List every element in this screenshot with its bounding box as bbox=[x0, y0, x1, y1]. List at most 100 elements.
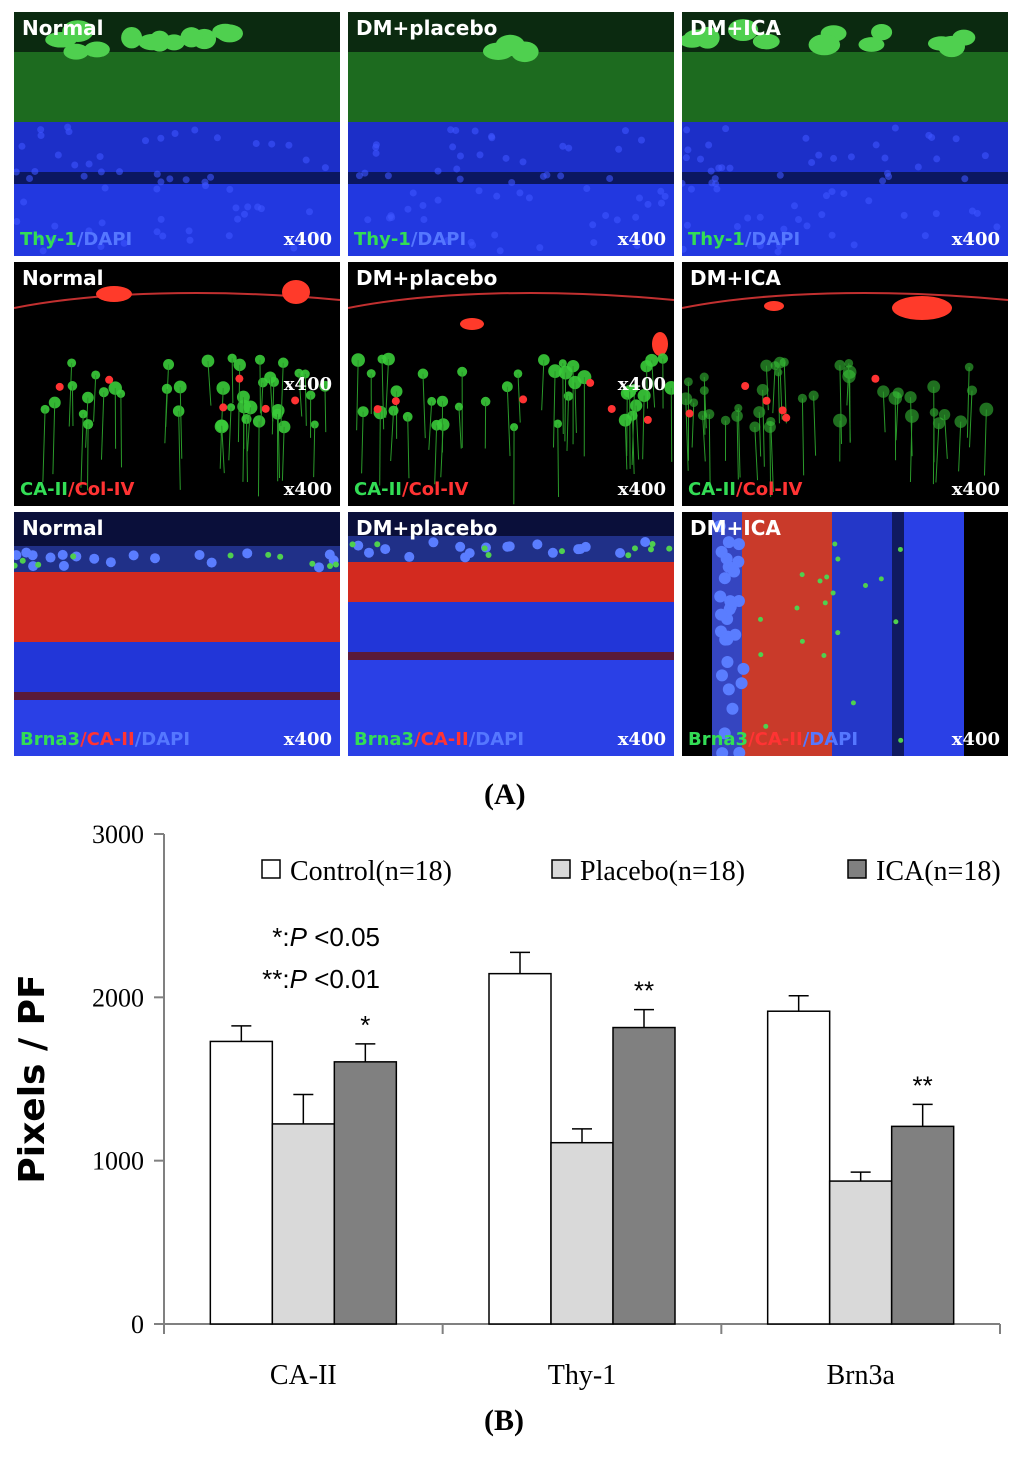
legend-entry: Control(n=18) bbox=[290, 856, 452, 887]
magnification-label: x400 bbox=[283, 479, 332, 500]
stain-label: Thy-1/DAPI bbox=[354, 229, 466, 250]
significance-marker: ** bbox=[913, 1070, 933, 1100]
stain-label-part: /CA-II bbox=[748, 729, 803, 750]
stain-label-part: CA-II bbox=[20, 479, 69, 500]
micrograph-panel: Normal Brna3/CA-II/DAPI x400 bbox=[14, 512, 340, 756]
bar bbox=[488, 972, 552, 1325]
micrograph-image bbox=[682, 12, 1008, 256]
stain-label-part: /DAPI bbox=[468, 729, 525, 750]
stain-label-part: /Col-IV bbox=[402, 479, 469, 500]
stain-label-part: Thy-1 bbox=[354, 229, 411, 250]
stain-label-part: /DAPI bbox=[134, 729, 191, 750]
significance-note: *:P <0.05 bbox=[272, 922, 380, 952]
stain-label-part: /DAPI bbox=[410, 229, 467, 250]
y-tick-label: 3000 bbox=[92, 820, 144, 849]
y-tick-label: 0 bbox=[131, 1310, 144, 1339]
magnification-label: x400 bbox=[951, 729, 1000, 750]
stain-label-part: Thy-1 bbox=[688, 229, 745, 250]
significance-marker: ** bbox=[634, 976, 654, 1006]
magnification-label: x400 bbox=[283, 729, 332, 750]
stain-label: Brna3/CA-II/DAPI bbox=[20, 729, 190, 750]
y-tick-label: 1000 bbox=[92, 1147, 144, 1176]
stain-label: Brna3/CA-II/DAPI bbox=[688, 729, 858, 750]
magnification-label: x400 bbox=[617, 729, 666, 750]
magnification-label: x400 bbox=[617, 374, 666, 395]
x-tick-label: Brn3a bbox=[826, 1360, 895, 1391]
y-tick-label: 2000 bbox=[92, 983, 144, 1012]
stain-label-part: /Col-IV bbox=[736, 479, 803, 500]
panel-title: DM+ICA bbox=[690, 16, 781, 40]
stain-label-part: Brna3 bbox=[354, 729, 415, 750]
bar bbox=[612, 1026, 676, 1325]
legend-swatch bbox=[261, 859, 281, 879]
bar bbox=[766, 1010, 831, 1325]
bar bbox=[890, 1125, 955, 1325]
micrograph-image bbox=[14, 12, 340, 256]
legend-entry: Placebo(n=18) bbox=[580, 856, 745, 887]
stain-label-part: CA-II bbox=[354, 479, 403, 500]
stain-label-part: CA-II bbox=[688, 479, 737, 500]
x-tick-label: CA-II bbox=[270, 1360, 337, 1391]
magnification-label: x400 bbox=[617, 229, 666, 250]
bar bbox=[550, 1141, 614, 1325]
magnification-label: x400 bbox=[951, 229, 1000, 250]
stain-label-part: Thy-1 bbox=[20, 229, 77, 250]
micrograph-image bbox=[682, 512, 1008, 756]
stain-label: CA-II/Col-IV bbox=[20, 479, 134, 500]
stain-label-part: /CA-II bbox=[414, 729, 469, 750]
micrograph-panel: DM+placebo CA-II/Col-IV x400 x400 bbox=[348, 262, 674, 506]
micrograph-figure-a: Normal Thy-1/DAPI x400 DM+placebo Thy-1/DAPI… bbox=[14, 12, 1008, 756]
micrograph-image bbox=[348, 512, 674, 756]
stain-label: Brna3/CA-II/DAPI bbox=[354, 729, 524, 750]
significance-note: **:P <0.01 bbox=[262, 964, 380, 994]
micrograph-image bbox=[348, 12, 674, 256]
micrograph-panel: DM+ICA CA-II/Col-IV x400 bbox=[682, 262, 1008, 506]
bar bbox=[828, 1180, 893, 1325]
figure-b-label: (B) bbox=[484, 1404, 524, 1437]
micrograph-image bbox=[682, 262, 1008, 506]
figure-a-label: (A) bbox=[484, 778, 526, 811]
stain-label: CA-II/Col-IV bbox=[688, 479, 802, 500]
legend-swatch bbox=[551, 859, 571, 879]
stain-label: Thy-1/DAPI bbox=[688, 229, 800, 250]
micrograph-image bbox=[348, 262, 674, 506]
bar bbox=[333, 1061, 398, 1325]
stain-label-part: Brna3 bbox=[20, 729, 81, 750]
panel-title: DM+placebo bbox=[356, 516, 498, 540]
micrograph-image bbox=[14, 512, 340, 756]
stain-label: Thy-1/DAPI bbox=[20, 229, 132, 250]
magnification-label: x400 bbox=[951, 479, 1000, 500]
bar bbox=[209, 1040, 274, 1325]
magnification-label: x400 bbox=[617, 479, 666, 500]
magnification-label: x400 bbox=[283, 229, 332, 250]
significance-marker: * bbox=[360, 1010, 370, 1040]
micrograph-panel: DM+placebo Brna3/CA-II/DAPI x400 bbox=[348, 512, 674, 756]
panel-title: DM+placebo bbox=[356, 16, 498, 40]
stain-label: CA-II/Col-IV bbox=[354, 479, 468, 500]
panel-title: DM+placebo bbox=[356, 266, 498, 290]
stain-label-part: /DAPI bbox=[744, 229, 801, 250]
stain-label-part: Brna3 bbox=[688, 729, 749, 750]
micrograph-panel: Normal Thy-1/DAPI x400 bbox=[14, 12, 340, 256]
panel-title: Normal bbox=[22, 516, 104, 540]
legend-entry: ICA(n=18) bbox=[876, 856, 1001, 887]
magnification-label: x400 bbox=[283, 374, 332, 395]
micrograph-panel: DM+ICA Thy-1/DAPI x400 bbox=[682, 12, 1008, 256]
panel-title: DM+ICA bbox=[690, 266, 781, 290]
legend-swatch bbox=[847, 859, 867, 879]
stain-label-part: /DAPI bbox=[802, 729, 859, 750]
bar bbox=[271, 1123, 336, 1325]
micrograph-image bbox=[14, 262, 340, 506]
micrograph-panel: DM+placebo Thy-1/DAPI x400 bbox=[348, 12, 674, 256]
panel-title: DM+ICA bbox=[690, 516, 781, 540]
stain-label-part: /Col-IV bbox=[68, 479, 135, 500]
panel-title: Normal bbox=[22, 16, 104, 40]
micrograph-panel: Normal CA-II/Col-IV x400 x400 bbox=[14, 262, 340, 506]
panel-title: Normal bbox=[22, 266, 104, 290]
y-axis-title: Pixels / PF bbox=[12, 974, 53, 1183]
stain-label-part: /CA-II bbox=[80, 729, 135, 750]
micrograph-panel: DM+ICA Brna3/CA-II/DAPI x400 bbox=[682, 512, 1008, 756]
x-tick-label: Thy-1 bbox=[548, 1360, 616, 1391]
bar-chart-b: 0 1000 2000 3000 Pixels / PF CA-II * Thy-1 ** Brn… bbox=[12, 820, 1001, 1391]
stain-label-part: /DAPI bbox=[76, 229, 133, 250]
